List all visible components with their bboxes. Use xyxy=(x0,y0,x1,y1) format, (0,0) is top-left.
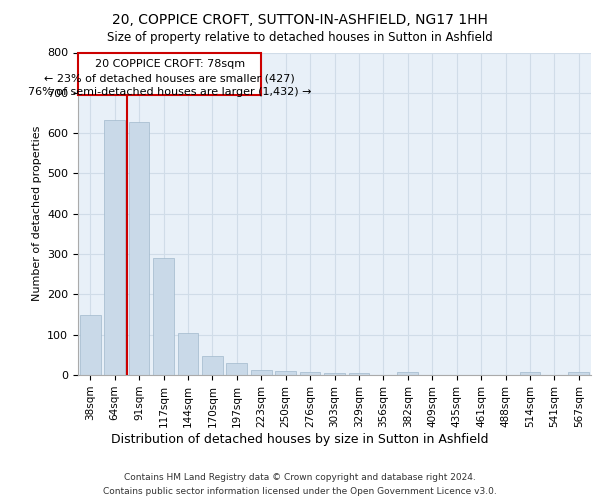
Y-axis label: Number of detached properties: Number of detached properties xyxy=(32,126,41,302)
Bar xyxy=(80,316,101,375)
Bar xyxy=(349,373,370,375)
Bar xyxy=(251,370,272,375)
Bar xyxy=(128,122,149,375)
Text: Distribution of detached houses by size in Sutton in Ashfield: Distribution of detached houses by size … xyxy=(111,432,489,446)
Bar xyxy=(275,370,296,375)
Bar xyxy=(153,258,174,375)
Bar xyxy=(324,372,345,375)
Bar xyxy=(520,372,541,375)
Bar xyxy=(397,372,418,375)
Text: Contains HM Land Registry data © Crown copyright and database right 2024.: Contains HM Land Registry data © Crown c… xyxy=(124,472,476,482)
Bar xyxy=(202,356,223,375)
Text: Contains public sector information licensed under the Open Government Licence v3: Contains public sector information licen… xyxy=(103,488,497,496)
Text: 20 COPPICE CROFT: 78sqm: 20 COPPICE CROFT: 78sqm xyxy=(95,60,245,70)
Text: ← 23% of detached houses are smaller (427): ← 23% of detached houses are smaller (42… xyxy=(44,73,295,83)
FancyBboxPatch shape xyxy=(79,52,261,95)
Bar xyxy=(178,333,199,375)
Bar xyxy=(226,363,247,375)
Bar xyxy=(104,120,125,375)
Text: 20, COPPICE CROFT, SUTTON-IN-ASHFIELD, NG17 1HH: 20, COPPICE CROFT, SUTTON-IN-ASHFIELD, N… xyxy=(112,12,488,26)
Text: Size of property relative to detached houses in Sutton in Ashfield: Size of property relative to detached ho… xyxy=(107,31,493,44)
Bar xyxy=(568,372,589,375)
Text: 76% of semi-detached houses are larger (1,432) →: 76% of semi-detached houses are larger (… xyxy=(28,87,311,97)
Bar xyxy=(299,372,320,375)
